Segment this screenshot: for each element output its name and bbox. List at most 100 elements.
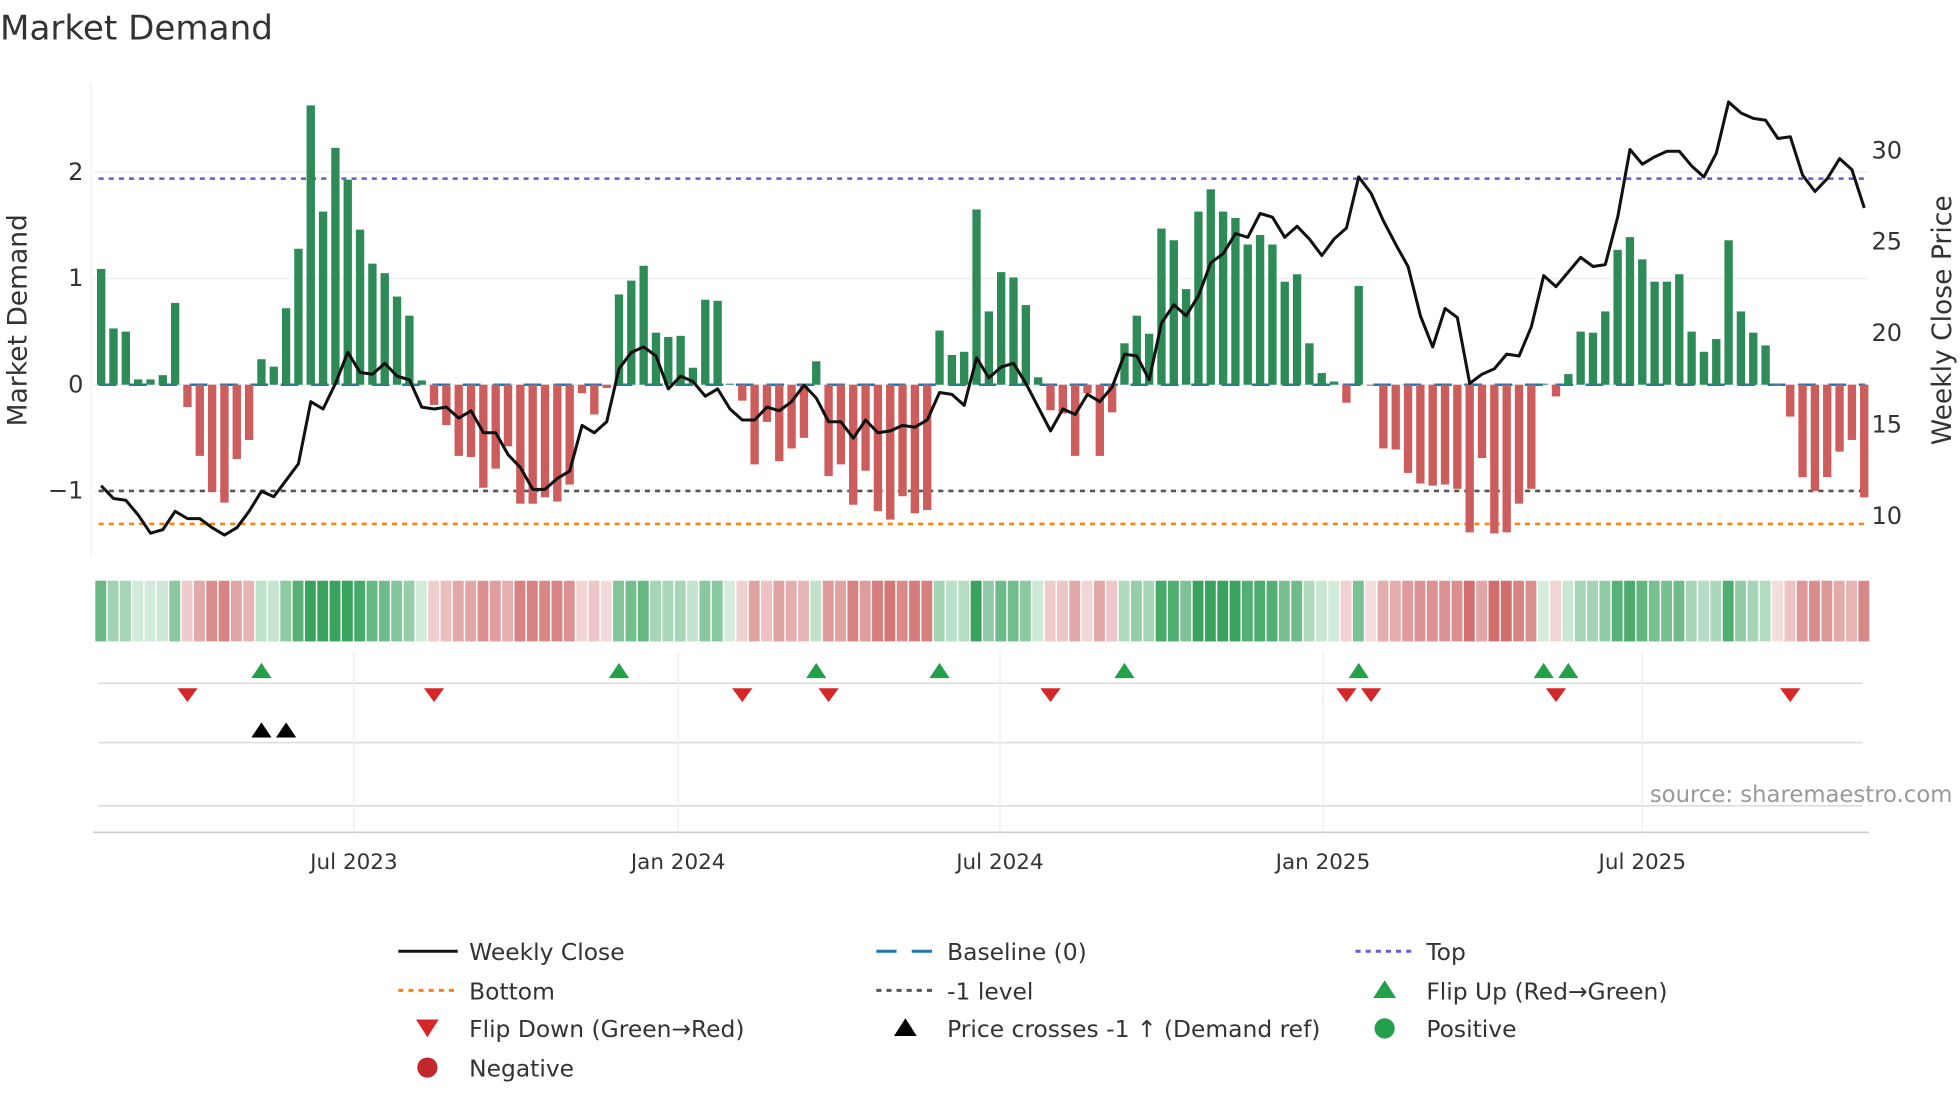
heat-cell — [1574, 580, 1586, 642]
heat-cell — [169, 580, 181, 642]
demand-bar — [516, 384, 525, 504]
demand-bar — [318, 211, 328, 385]
demand-bar — [1379, 384, 1388, 449]
heat-cell — [884, 580, 896, 642]
demand-bar — [972, 209, 981, 385]
heat-cell — [933, 580, 945, 642]
x-tick-label: Jul 2024 — [954, 850, 1043, 875]
demand-bar — [1169, 240, 1178, 385]
heat-cell — [1278, 580, 1290, 642]
heat-cell — [711, 580, 723, 642]
legend-label: Negative — [469, 1054, 574, 1082]
demand-bar — [121, 331, 130, 385]
flip-up-marker — [806, 662, 827, 679]
x-tick-label: Jan 2025 — [1274, 850, 1371, 875]
heat-cell — [625, 580, 637, 642]
heat-cell — [230, 580, 242, 642]
legend-item: Bottom — [398, 977, 555, 1005]
demand-bar — [306, 105, 315, 385]
heat-cell — [1093, 580, 1105, 642]
heat-cell — [847, 580, 859, 642]
source-label: source: sharemaestro.com — [1650, 782, 1953, 808]
demand-bar — [133, 379, 143, 385]
demand-bar — [1255, 234, 1265, 385]
y-tick-label: 2 — [68, 158, 83, 186]
heat-cell — [1204, 580, 1216, 642]
heat-cell — [1747, 580, 1759, 642]
heat-cell — [144, 580, 156, 642]
heat-cell — [761, 580, 772, 642]
legend-label: Bottom — [469, 977, 555, 1005]
heat-cell — [1587, 580, 1599, 642]
heat-cell — [1599, 580, 1611, 642]
heat-cell — [946, 580, 957, 642]
heat-cell — [909, 580, 920, 642]
chart-title: Market Demand — [0, 9, 273, 49]
demand-bar — [602, 384, 611, 388]
heat-cell — [255, 580, 267, 642]
y2-axis-label: Weekly Close Price — [1927, 195, 1958, 445]
demand-bar — [503, 384, 513, 447]
flip-down-marker — [423, 688, 445, 703]
legend-item: Price crosses -1 ↑ (Demand ref) — [894, 1015, 1320, 1043]
demand-bar — [1280, 281, 1289, 385]
heat-cell — [1722, 580, 1734, 642]
heat-cell — [267, 580, 279, 642]
flip-down-marker — [1040, 688, 1061, 703]
demand-bar — [429, 384, 439, 405]
heat-cell — [1636, 580, 1648, 642]
demand-bar — [1613, 249, 1622, 385]
legend-label: Weekly Close — [469, 938, 624, 966]
demand-bar — [1860, 384, 1869, 498]
heat-cell — [896, 580, 908, 642]
heat-cell — [699, 580, 711, 642]
demand-bar — [1021, 305, 1031, 385]
heat-cell — [107, 580, 119, 642]
demand-bar — [368, 263, 377, 385]
price-cross-marker — [251, 722, 272, 738]
demand-bar — [688, 367, 698, 385]
heat-cell — [1784, 580, 1796, 642]
demand-bar — [158, 375, 167, 385]
demand-bar — [232, 384, 241, 460]
demand-bar — [1058, 384, 1067, 414]
heat-cell — [428, 580, 440, 642]
demand-bar — [1527, 384, 1536, 489]
heat-cell — [1476, 580, 1488, 642]
demand-bar — [1292, 274, 1302, 385]
demand-bar — [935, 330, 944, 385]
flip-down-marker — [1545, 688, 1567, 703]
demand-bar — [1823, 384, 1832, 478]
y-tick-label: 0 — [68, 370, 83, 398]
demand-bar — [1588, 332, 1598, 385]
legend-item: -1 level — [876, 977, 1033, 1005]
demand-bar — [1144, 333, 1154, 385]
heat-cell — [1759, 580, 1771, 642]
demand-bar — [614, 294, 624, 385]
demand-bar — [787, 384, 796, 449]
demand-bar — [590, 384, 599, 415]
heat-cell — [452, 580, 464, 642]
demand-bar — [1576, 331, 1585, 385]
y2-tick-label: 10 — [1871, 502, 1902, 530]
heat-cell — [1266, 580, 1278, 642]
flip-up-marker — [1114, 662, 1135, 679]
heat-cell — [1698, 580, 1709, 642]
demand-bar — [528, 384, 537, 504]
demand-bar — [491, 384, 500, 469]
heat-cell — [477, 580, 489, 642]
heat-cell — [773, 580, 785, 642]
heat-cell — [674, 580, 686, 642]
heat-cell — [1402, 580, 1414, 642]
demand-bar — [1551, 384, 1561, 397]
heat-cell — [970, 580, 982, 642]
demand-bar — [676, 335, 685, 385]
flip-up-marker — [1558, 662, 1579, 679]
demand-bar — [824, 384, 833, 477]
flip-down-marker — [818, 688, 839, 703]
heat-cell — [132, 580, 144, 642]
heat-cell — [1106, 580, 1118, 642]
heat-cell — [1611, 580, 1623, 642]
heat-cell — [1537, 580, 1549, 642]
y-tick-label: 1 — [68, 264, 83, 292]
